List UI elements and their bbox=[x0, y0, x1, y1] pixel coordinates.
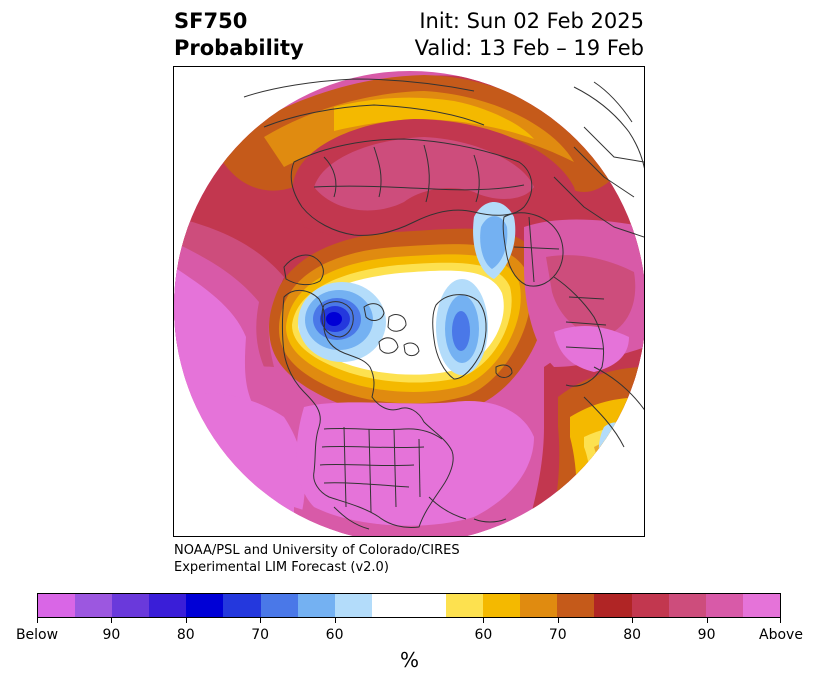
colorbar-segment bbox=[371, 594, 409, 617]
colorbar-segment bbox=[260, 594, 298, 617]
colorbar-tick-label: Below bbox=[15, 627, 59, 643]
init-date: Init: Sun 02 Feb 2025 bbox=[419, 9, 644, 33]
colorbar-tick bbox=[185, 618, 187, 623]
colorbar-ticks: Below 90 80 70 60 60 70 80 90 Above bbox=[16, 618, 803, 643]
colorbar-tick bbox=[260, 618, 262, 623]
colorbar-tick-label: 90 bbox=[697, 627, 716, 643]
colorbar-tick-label: 80 bbox=[623, 627, 642, 643]
valid-range: Valid: 13 Feb – 19 Feb bbox=[414, 36, 644, 60]
colorbar-segment bbox=[631, 594, 669, 617]
credit-text: NOAA/PSL and University of Colorado/CIRE… bbox=[174, 542, 460, 576]
variable-name: SF750 bbox=[174, 9, 248, 33]
colorbar-tick-label: Above bbox=[759, 627, 803, 643]
colorbar-segment bbox=[334, 594, 372, 617]
colorbar-tick bbox=[706, 618, 708, 623]
colorbar-segment bbox=[223, 594, 261, 617]
colorbar-segment bbox=[668, 594, 706, 617]
colorbar-tick bbox=[111, 618, 113, 623]
colorbar-tick bbox=[557, 618, 559, 623]
colorbar-segment bbox=[297, 594, 335, 617]
credit-line-2: Experimental LIM Forecast (v2.0) bbox=[174, 560, 389, 575]
colorbar-tick bbox=[780, 618, 781, 623]
forecast-map bbox=[173, 66, 645, 537]
colorbar-segment bbox=[483, 594, 521, 617]
credit-line-1: NOAA/PSL and University of Colorado/CIRE… bbox=[174, 543, 460, 558]
variable-subtitle: Probability bbox=[174, 36, 304, 60]
colorbar-tick bbox=[483, 618, 485, 623]
colorbar-segment bbox=[705, 594, 743, 617]
colorbar-tick bbox=[37, 618, 38, 623]
colorbar-segment bbox=[594, 594, 632, 617]
colorbar-tick bbox=[632, 618, 634, 623]
colorbar-segment bbox=[557, 594, 595, 617]
colorbar bbox=[37, 593, 781, 618]
colorbar-tick-label: 90 bbox=[102, 627, 121, 643]
colorbar-unit: % bbox=[399, 648, 419, 672]
colorbar-segment bbox=[149, 594, 187, 617]
colorbar-segment bbox=[520, 594, 558, 617]
probability-field bbox=[174, 71, 644, 536]
colorbar-segment bbox=[186, 594, 224, 617]
colorbar-segment bbox=[112, 594, 150, 617]
colorbar-segment bbox=[75, 594, 113, 617]
colorbar-tick-label: 60 bbox=[474, 627, 493, 643]
figure-title-right: Init: Sun 02 Feb 2025 Valid: 13 Feb – 19… bbox=[415, 8, 644, 62]
colorbar-tick-label: 80 bbox=[176, 627, 195, 643]
colorbar-segment bbox=[38, 594, 76, 617]
colorbar-tick bbox=[334, 618, 336, 623]
figure-title-left: SF750 Probability bbox=[174, 8, 304, 62]
colorbar-segment bbox=[446, 594, 484, 617]
colorbar-segment bbox=[408, 594, 447, 617]
colorbar-tick-label: 70 bbox=[548, 627, 567, 643]
colorbar-tick-label: 60 bbox=[325, 627, 344, 643]
coastlines bbox=[243, 78, 644, 530]
map-svg bbox=[174, 71, 644, 536]
colorbar-tick-label: 70 bbox=[251, 627, 270, 643]
colorbar-segment bbox=[742, 594, 780, 617]
